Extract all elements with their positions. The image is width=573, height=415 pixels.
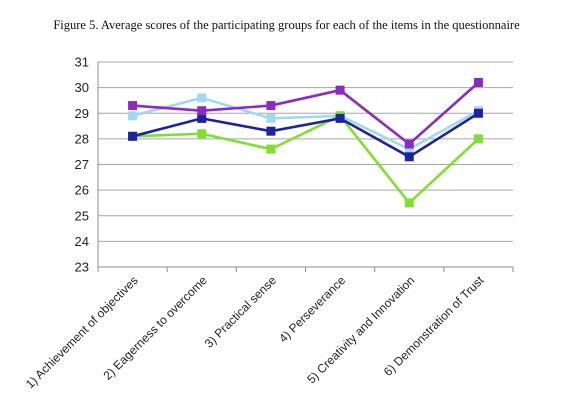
data-point [404, 144, 414, 154]
series-line-1 [132, 96, 480, 151]
data-point [473, 78, 483, 87]
x-tick-label: 1) Achievement of objectives [23, 273, 141, 391]
series-lines [132, 81, 480, 205]
data-point [128, 131, 138, 141]
data-point [473, 108, 483, 118]
series-line-4 [132, 81, 480, 146]
series-line-3 [132, 112, 480, 159]
y-tick-label: 27 [75, 157, 89, 172]
data-point [197, 93, 207, 103]
chart-title: Figure 5. Average scores of the particip… [53, 18, 520, 32]
data-point [404, 152, 414, 162]
y-tick-label: 29 [75, 106, 89, 121]
y-tick-label: 23 [75, 260, 89, 275]
x-tick-label: 4) Perseverance [276, 273, 348, 345]
data-point [473, 134, 483, 144]
y-tick-label: 30 [75, 80, 89, 95]
y-tick-label: 31 [75, 55, 89, 70]
data-point [335, 113, 345, 123]
y-tick-label: 25 [75, 208, 89, 223]
data-point [404, 139, 414, 149]
series-markers [128, 78, 483, 208]
data-point [404, 198, 414, 208]
data-point [266, 113, 276, 123]
series-line-2 [132, 114, 480, 205]
data-point [197, 113, 207, 123]
data-point [128, 111, 138, 121]
data-point [335, 85, 345, 95]
y-tick-label: 24 [75, 234, 89, 249]
y-tick-label: 26 [75, 183, 89, 198]
data-point [266, 144, 276, 154]
data-point [197, 129, 207, 139]
data-point [266, 101, 276, 111]
y-tick-label: 28 [75, 131, 89, 146]
y-tick-labels: 23 24 25 26 27 28 29 30 31 [75, 55, 89, 275]
data-point [128, 101, 138, 111]
data-point [266, 126, 276, 136]
x-tick-label: 3) Practical sense [202, 273, 280, 351]
axes [97, 62, 514, 272]
data-point [197, 106, 207, 116]
